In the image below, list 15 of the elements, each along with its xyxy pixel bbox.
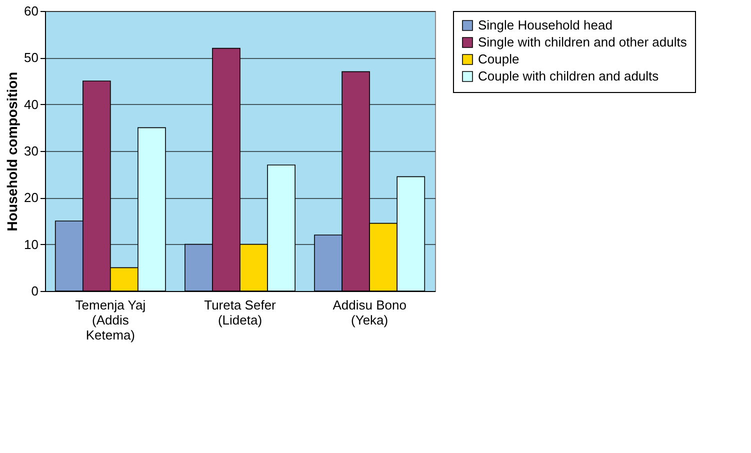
- x-tick-label: Addisu Bono (Yeka): [332, 298, 406, 328]
- legend-label: Couple: [478, 52, 520, 66]
- legend-label: Single Household head: [478, 18, 612, 32]
- y-tick-label: 40: [24, 96, 38, 112]
- y-axis-title: Household composition: [4, 72, 20, 232]
- y-tick-label: 50: [24, 50, 38, 66]
- y-tick-label: 30: [24, 144, 38, 158]
- y-tick-label: 60: [24, 4, 38, 18]
- y-tick-label: 20: [24, 190, 38, 206]
- y-tick-label: 0: [31, 284, 38, 298]
- y-tick-label: 10: [24, 236, 38, 252]
- x-tick-label: Temenja Yaj (Addis Ketema): [75, 298, 146, 342]
- legend-label: Couple with children and adults: [478, 68, 660, 84]
- x-tick-label: Tureta Sefer (Lideta): [204, 298, 277, 328]
- legend-label: Single with children and other adults: [478, 34, 688, 50]
